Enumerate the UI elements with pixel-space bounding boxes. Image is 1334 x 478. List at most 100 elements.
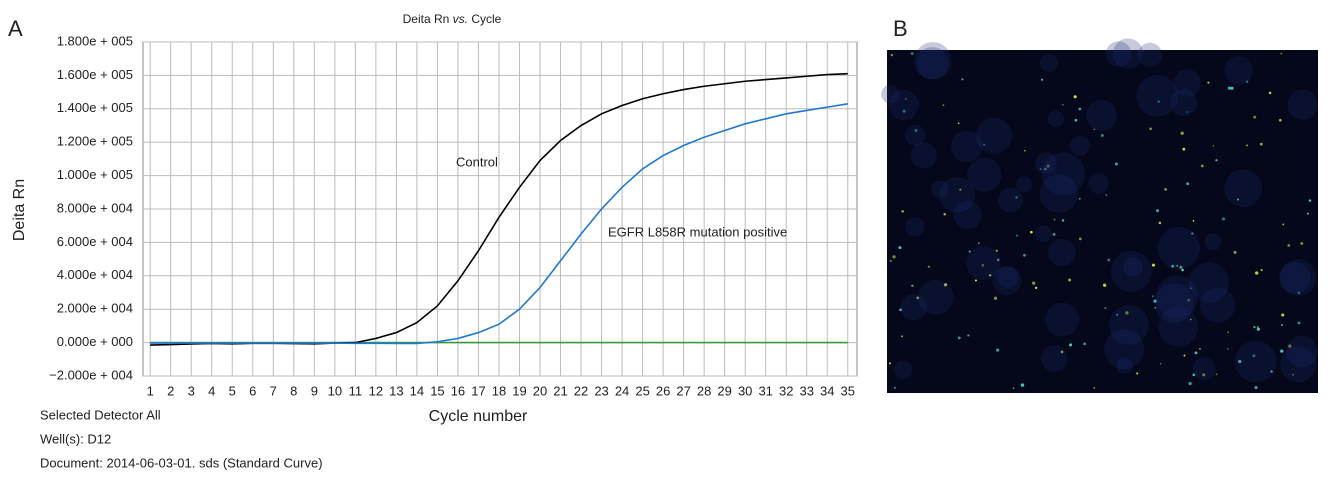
image-dot xyxy=(1186,182,1189,185)
image-dot xyxy=(1257,328,1260,331)
image-dot xyxy=(1207,82,1209,84)
image-dot xyxy=(1287,244,1290,247)
image-blob xyxy=(998,188,1023,213)
panel-label: B xyxy=(893,16,908,41)
image-dot xyxy=(1281,314,1284,317)
image-dot xyxy=(1062,104,1064,106)
image-dot xyxy=(1215,159,1217,161)
image-dot xyxy=(1298,322,1301,325)
image-dot xyxy=(1021,383,1024,386)
x-tick-label: 1 xyxy=(147,383,154,398)
image-dot xyxy=(891,54,893,56)
figure: A B Deita Rn vs. Cycle Deita Rn Cycle nu… xyxy=(0,0,1334,473)
image-blob xyxy=(1048,111,1064,127)
image-dot xyxy=(967,334,969,336)
image-dot xyxy=(1164,188,1167,191)
image-dot xyxy=(1016,235,1018,237)
x-tick-label: 23 xyxy=(594,383,608,398)
x-tick-label: 28 xyxy=(697,383,711,398)
image-dot xyxy=(1062,219,1064,221)
footer-line: Selected Detector All xyxy=(40,407,161,422)
image-dot xyxy=(975,279,977,281)
image-dot xyxy=(1280,349,1283,352)
image-dot xyxy=(1227,348,1229,350)
image-dot xyxy=(1182,148,1185,151)
annotation: Control xyxy=(456,154,498,169)
image-dot xyxy=(1078,108,1081,111)
image-blob xyxy=(1035,226,1051,242)
image-dot xyxy=(1309,199,1311,201)
image-dot xyxy=(901,335,903,337)
image-dot xyxy=(1013,387,1015,389)
image-dot xyxy=(1068,279,1071,282)
x-tick-label: 2 xyxy=(167,383,174,398)
image-dot xyxy=(1053,233,1056,236)
image-dot xyxy=(1075,119,1078,122)
image-dot xyxy=(1307,213,1309,215)
x-tick-label: 8 xyxy=(290,383,297,398)
image-dot xyxy=(894,387,896,389)
image-dot xyxy=(1032,282,1035,285)
image-dot xyxy=(1230,87,1233,90)
image-blob xyxy=(889,90,919,120)
footer-line: Document: 2014-06-03-01. sds (Standard C… xyxy=(40,455,323,470)
image-dot xyxy=(1255,271,1258,274)
image-dot xyxy=(898,246,901,249)
image-dot xyxy=(1104,307,1106,309)
image-blob xyxy=(1136,75,1178,117)
image-blob xyxy=(966,246,1000,280)
image-blob xyxy=(911,142,937,168)
image-blob xyxy=(1224,170,1262,208)
image-dot xyxy=(890,260,892,262)
image-dot xyxy=(1156,209,1159,212)
x-tick-label: 32 xyxy=(779,383,793,398)
image-dot xyxy=(1079,237,1082,240)
x-tick-label: 17 xyxy=(471,383,485,398)
image-dot xyxy=(961,78,963,80)
image-dot xyxy=(958,336,961,339)
image-dot xyxy=(1069,343,1072,346)
image-dot xyxy=(1184,355,1186,357)
y-tick-label: 1.400e + 005 xyxy=(57,100,133,115)
x-tick-label: 27 xyxy=(676,383,690,398)
image-dot xyxy=(1257,326,1259,328)
x-tick-label: 10 xyxy=(328,383,342,398)
image-blob xyxy=(1040,174,1078,212)
image-blob xyxy=(1224,56,1252,84)
x-tick-label: 30 xyxy=(738,383,752,398)
image-dot xyxy=(996,348,999,351)
x-tick-label: 29 xyxy=(717,383,731,398)
image-blob xyxy=(916,47,948,79)
image-dot xyxy=(943,104,945,106)
image-dot xyxy=(1074,95,1077,98)
image-dot xyxy=(1152,264,1155,267)
y-axis-label: Deita Rn xyxy=(11,179,28,241)
panel-label: A xyxy=(8,16,23,41)
x-tick-label: 33 xyxy=(799,383,813,398)
y-tick-label: −2.000e + 004 xyxy=(49,367,133,382)
image-blob xyxy=(1155,283,1194,322)
x-tick-label: 5 xyxy=(229,383,236,398)
image-blob xyxy=(1086,100,1117,131)
annotation: EGFR L858R mutation positive xyxy=(608,224,787,239)
x-tick-label: 13 xyxy=(389,383,403,398)
image-dot xyxy=(901,210,904,213)
image-blob xyxy=(905,125,926,146)
image-blob xyxy=(1280,259,1317,296)
image-dot xyxy=(1083,342,1086,345)
image-dot xyxy=(1281,324,1283,326)
image-blob xyxy=(1041,345,1067,371)
image-dot xyxy=(1300,242,1303,245)
image-dot xyxy=(1260,143,1263,146)
image-dot xyxy=(1093,387,1095,389)
y-tick-label: 1.800e + 005 xyxy=(57,33,133,48)
image-dot xyxy=(889,362,891,364)
image-dot xyxy=(892,255,895,258)
image-dot xyxy=(1101,134,1104,137)
image-blob xyxy=(1035,152,1057,174)
image-dot xyxy=(928,266,930,268)
image-blob xyxy=(997,266,1018,287)
image-dot xyxy=(1149,127,1152,130)
image-dot xyxy=(1282,224,1284,226)
x-tick-label: 18 xyxy=(492,383,506,398)
